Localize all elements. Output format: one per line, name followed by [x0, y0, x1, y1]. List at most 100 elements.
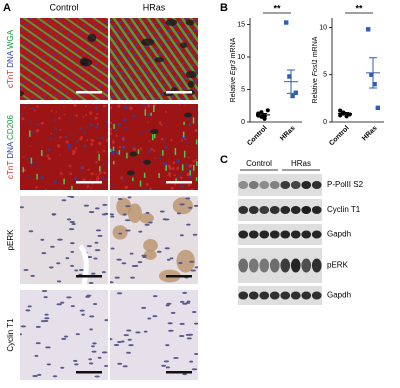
image: [20, 104, 108, 190]
speck: [164, 168, 166, 170]
blot-band: [280, 181, 291, 189]
nucleus: [143, 330, 148, 333]
speck: [110, 131, 113, 136]
nucleus: [194, 266, 198, 269]
nucleus: [122, 365, 128, 368]
speck: [56, 144, 61, 148]
speck: [170, 139, 173, 142]
nucleus: [127, 196, 132, 199]
nucleus: [89, 315, 95, 318]
nucleus: [173, 356, 179, 359]
y-axis-label: Relative Egr3 mRNA: [230, 37, 237, 102]
nucleus: [43, 296, 48, 299]
green-cell: [126, 152, 128, 159]
blot-band: [238, 258, 249, 273]
speck: [80, 165, 84, 169]
nucleus: [192, 233, 198, 236]
nucleus: [110, 215, 115, 218]
row-label-part: Cyclin T1: [6, 318, 15, 352]
nucleus: [126, 329, 132, 332]
blot-band: [259, 206, 270, 214]
speck: [124, 126, 128, 130]
row-label-part: WGA: [6, 29, 15, 49]
speck: [141, 163, 143, 165]
green-cell: [71, 185, 73, 190]
green-cell: [152, 134, 154, 141]
speck: [143, 104, 146, 107]
speck: [165, 110, 168, 113]
nucleus: [162, 218, 167, 221]
nucleus: [110, 213, 114, 216]
row-label: Cyclin T1: [6, 318, 15, 352]
green-cell: [30, 157, 33, 164]
speck: [146, 183, 149, 186]
speck: [153, 149, 156, 152]
nucleus: [83, 204, 89, 207]
nucleus: [116, 292, 123, 295]
green-cell: [118, 150, 121, 155]
nucleus: [194, 322, 198, 325]
row-label-part: DNA: [6, 141, 15, 159]
y-tick-label: 5: [241, 86, 245, 93]
group-label: HRas: [291, 159, 311, 168]
nucleus: [144, 223, 150, 226]
blot-band: [311, 206, 322, 214]
speck: [179, 176, 183, 180]
speck: [148, 140, 150, 142]
nucleus: [81, 313, 85, 316]
data-point: [375, 105, 380, 111]
nucleus: [188, 206, 193, 209]
nucleus: [89, 328, 93, 331]
label-part: Fosl1: [312, 59, 319, 76]
speck: [172, 161, 176, 165]
nucleus: [87, 255, 93, 258]
x-tick-label: HRas: [361, 125, 379, 143]
nucleus: [194, 353, 198, 356]
speck: [123, 179, 125, 182]
nucleus: [124, 219, 131, 222]
nucleus: [94, 249, 101, 252]
data-point: [338, 108, 343, 113]
speck: [188, 123, 192, 127]
speck: [158, 121, 162, 125]
row-label-part: pERK: [6, 229, 15, 251]
speck: [97, 151, 100, 154]
speck: [141, 131, 144, 133]
speck: [31, 130, 34, 133]
blot-band: [269, 230, 280, 239]
nucleus: [73, 359, 78, 362]
speck: [192, 160, 196, 163]
speck: [67, 143, 71, 148]
nucleus: [104, 365, 108, 368]
speck: [139, 147, 142, 150]
nucleus: [122, 213, 127, 216]
speck: [164, 145, 168, 149]
nucleus: [35, 325, 41, 328]
speck: [196, 149, 198, 152]
speck: [132, 145, 135, 149]
blot-band: [259, 258, 270, 273]
speck: [123, 118, 127, 122]
green-cell: [195, 139, 198, 145]
green-cell: [132, 177, 134, 182]
speck: [184, 104, 186, 106]
nucleus: [74, 363, 79, 366]
blot-band: [248, 206, 259, 214]
nucleus: [34, 354, 39, 357]
speck: [74, 147, 78, 150]
speck: [87, 168, 90, 171]
speck: [95, 161, 98, 164]
speck: [63, 106, 65, 108]
y-tick-label: 15: [237, 21, 245, 28]
column-header: Control: [49, 2, 78, 12]
data-point: [372, 81, 377, 87]
scale-bar: [166, 275, 192, 278]
nucleus: [125, 229, 131, 232]
speck: [142, 105, 144, 108]
nucleus: [44, 313, 49, 316]
nucleus: [60, 366, 65, 369]
nucleus: [125, 205, 131, 208]
blot-background: [238, 286, 322, 305]
speck: [68, 164, 72, 168]
green-cell: [150, 112, 152, 116]
